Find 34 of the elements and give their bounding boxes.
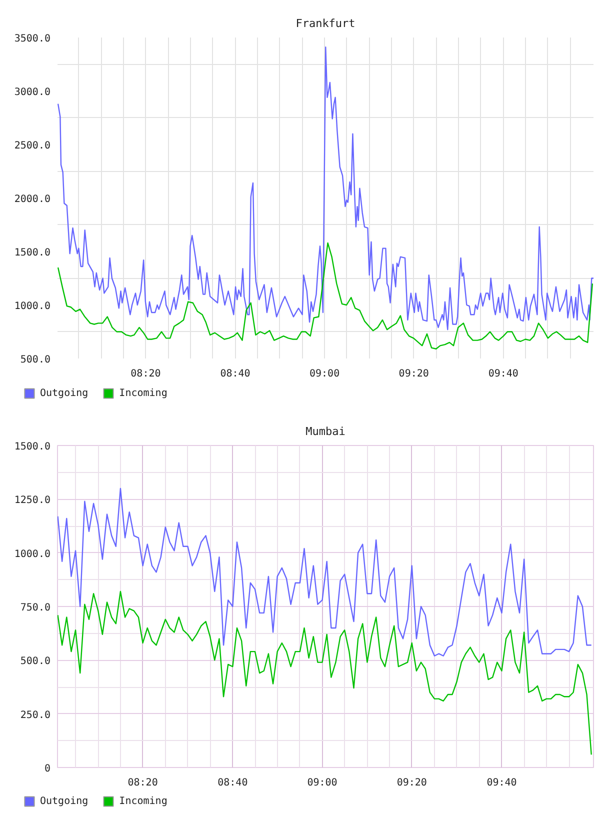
- line-series: [58, 242, 594, 350]
- y-tick-label: 1000.0: [14, 301, 50, 312]
- y-tick-label: 500.0: [20, 656, 51, 668]
- y-tick-label: 2500.0: [14, 140, 50, 152]
- y-tick-label: 3000.0: [14, 87, 50, 98]
- x-tick-label: 09:20: [398, 368, 429, 380]
- legend-label: Outgoing: [40, 388, 88, 398]
- y-tick-label: 1500.0: [14, 248, 50, 258]
- legend-label: Outgoing: [40, 796, 88, 806]
- y-tick-label: 1000.0: [14, 548, 50, 560]
- x-tick-label: 09:20: [396, 778, 427, 788]
- y-tick-label: 1500.0: [14, 442, 50, 452]
- x-tick-label: 08:20: [128, 778, 158, 788]
- y-tick-label: 250.0: [20, 710, 51, 721]
- x-tick-label: 09:40: [486, 778, 517, 788]
- y-tick-label: 750.0: [20, 602, 51, 614]
- x-tick-label: 08:40: [220, 368, 250, 380]
- x-tick-label: 09:40: [488, 368, 518, 380]
- x-tick-label: 08:20: [130, 368, 161, 380]
- legend-label: Incoming: [119, 388, 168, 398]
- y-tick-label: 3500.0: [14, 34, 50, 44]
- y-tick-label: 0: [44, 764, 51, 774]
- x-tick-label: 09:00: [310, 368, 340, 380]
- x-tick-label: 08:40: [218, 778, 248, 788]
- y-tick-label: 500.0: [20, 354, 51, 366]
- y-tick-label: 2000.0: [14, 194, 50, 205]
- line-series: [58, 590, 592, 756]
- line-series: [58, 46, 594, 330]
- y-tick-label: 1250.0: [14, 495, 50, 506]
- x-tick-label: 09:00: [307, 778, 338, 788]
- line-series: [58, 488, 592, 656]
- chart-title: Mumbai: [306, 425, 346, 438]
- legend-label: Incoming: [119, 796, 168, 806]
- chart-title: Frankfurt: [296, 17, 356, 30]
